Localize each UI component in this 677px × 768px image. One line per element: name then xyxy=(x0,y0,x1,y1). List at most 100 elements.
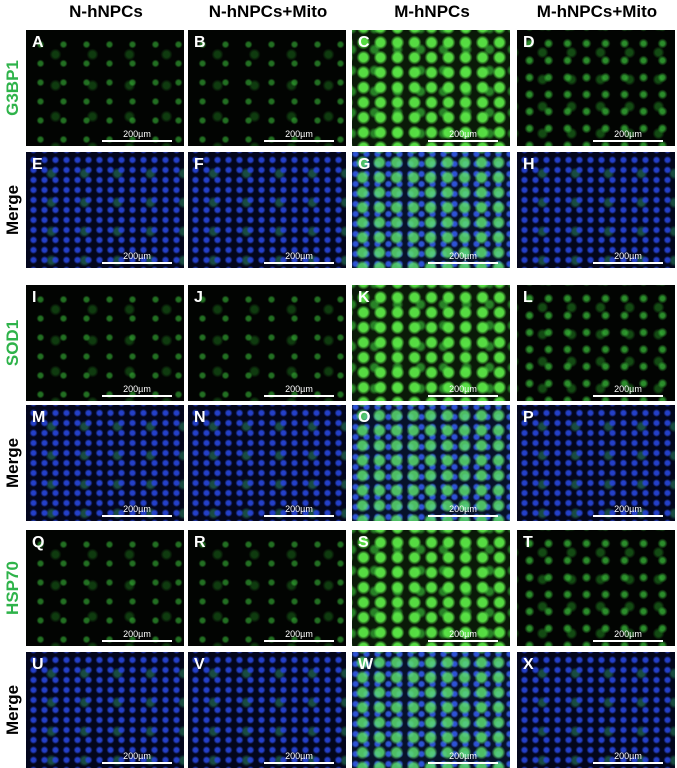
scale-bar-line xyxy=(593,140,663,142)
panel-letter: X xyxy=(523,656,534,673)
micrograph-panel: Q 200µm xyxy=(26,530,184,646)
scale-bar: 200µm xyxy=(593,504,663,517)
scale-bar-label: 200µm xyxy=(285,504,313,514)
micrograph-panel: P 200µm xyxy=(517,405,675,521)
micrograph-panel: B 200µm xyxy=(188,30,346,146)
scale-bar-line xyxy=(593,395,663,397)
micrograph-panel: K 200µm xyxy=(352,285,510,401)
micrograph-panel: J 200µm xyxy=(188,285,346,401)
panel-letter: B xyxy=(194,34,206,51)
scale-bar-line xyxy=(593,640,663,642)
row-label: Merge xyxy=(0,152,26,268)
micrograph-panel: I 200µm xyxy=(26,285,184,401)
row-label: G3BP1 xyxy=(0,30,26,146)
scale-bar-label: 200µm xyxy=(614,129,642,139)
scale-bar: 200µm xyxy=(102,504,172,517)
scale-bar-label: 200µm xyxy=(123,629,151,639)
scale-bar: 200µm xyxy=(264,251,334,264)
scale-bar: 200µm xyxy=(102,384,172,397)
panel-letter: D xyxy=(523,34,535,51)
scale-bar-line xyxy=(593,762,663,764)
scale-bar-line xyxy=(428,140,498,142)
panel-letter: U xyxy=(32,656,44,673)
panel-letter: M xyxy=(32,409,46,426)
scale-bar-line xyxy=(428,515,498,517)
scale-bar: 200µm xyxy=(428,504,498,517)
panel-letter: N xyxy=(194,409,206,426)
micrograph-panel: C 200µm xyxy=(352,30,510,146)
panel-letter: G xyxy=(358,156,371,173)
micrograph-panel: R 200µm xyxy=(188,530,346,646)
micrograph-panel: W 200µm xyxy=(352,652,510,768)
scale-bar-line xyxy=(102,140,172,142)
panel-letter: S xyxy=(358,534,369,551)
scale-bar-line xyxy=(593,515,663,517)
scale-bar-line xyxy=(102,640,172,642)
row-label-text: Merge xyxy=(3,684,23,736)
scale-bar-label: 200µm xyxy=(123,504,151,514)
scale-bar-line xyxy=(428,640,498,642)
panel-letter: I xyxy=(32,289,37,306)
row-label-text: G3BP1 xyxy=(3,60,22,116)
scale-bar: 200µm xyxy=(428,629,498,642)
panel-letter: V xyxy=(194,656,205,673)
row-label: Merge xyxy=(0,652,26,768)
scale-bar-label: 200µm xyxy=(614,629,642,639)
micrograph-panel: X 200µm xyxy=(517,652,675,768)
panel-letter: Q xyxy=(32,534,45,551)
column-header: N-hNPCs+Mito xyxy=(208,2,328,21)
scale-bar-line xyxy=(102,515,172,517)
scale-bar: 200µm xyxy=(102,751,172,764)
scale-bar: 200µm xyxy=(102,251,172,264)
scale-bar: 200µm xyxy=(102,629,172,642)
scale-bar-line xyxy=(593,262,663,264)
scale-bar-label: 200µm xyxy=(614,751,642,761)
micrograph-panel: T 200µm xyxy=(517,530,675,646)
panel-letter: O xyxy=(358,409,371,426)
scale-bar: 200µm xyxy=(264,384,334,397)
panel-letter: F xyxy=(194,156,204,173)
scale-bar-label: 200µm xyxy=(285,129,313,139)
scale-bar-label: 200µm xyxy=(449,384,477,394)
scale-bar-label: 200µm xyxy=(285,384,313,394)
scale-bar: 200µm xyxy=(593,751,663,764)
scale-bar: 200µm xyxy=(264,129,334,142)
scale-bar-line xyxy=(428,262,498,264)
row-label: SOD1 xyxy=(0,285,26,401)
scale-bar: 200µm xyxy=(102,129,172,142)
micrograph-panel: O 200µm xyxy=(352,405,510,521)
panel-letter: H xyxy=(523,156,535,173)
row-label: Merge xyxy=(0,405,26,521)
scale-bar-line xyxy=(264,395,334,397)
micrograph-panel: L 200µm xyxy=(517,285,675,401)
micrograph-panel: F 200µm xyxy=(188,152,346,268)
scale-bar: 200µm xyxy=(428,384,498,397)
micrograph-panel: N 200µm xyxy=(188,405,346,521)
scale-bar-label: 200µm xyxy=(614,384,642,394)
micrograph-panel: U 200µm xyxy=(26,652,184,768)
column-header: M-hNPCs+Mito xyxy=(536,2,658,21)
scale-bar: 200µm xyxy=(428,251,498,264)
scale-bar-line xyxy=(102,762,172,764)
micrograph-panel: A 200µm xyxy=(26,30,184,146)
scale-bar: 200µm xyxy=(264,629,334,642)
scale-bar-label: 200µm xyxy=(449,129,477,139)
scale-bar-label: 200µm xyxy=(449,504,477,514)
scale-bar-line xyxy=(264,515,334,517)
micrograph-panel: E 200µm xyxy=(26,152,184,268)
scale-bar-label: 200µm xyxy=(123,384,151,394)
micrograph-panel: G 200µm xyxy=(352,152,510,268)
scale-bar-line xyxy=(264,262,334,264)
scale-bar: 200µm xyxy=(593,384,663,397)
row-label-text: Merge xyxy=(3,437,23,489)
scale-bar-label: 200µm xyxy=(123,751,151,761)
scale-bar: 200µm xyxy=(593,129,663,142)
scale-bar-line xyxy=(102,262,172,264)
scale-bar-line xyxy=(428,395,498,397)
panel-letter: L xyxy=(523,289,533,306)
scale-bar-label: 200µm xyxy=(614,251,642,261)
scale-bar-line xyxy=(264,762,334,764)
panel-letter: R xyxy=(194,534,206,551)
micrograph-panel: V 200µm xyxy=(188,652,346,768)
scale-bar-label: 200µm xyxy=(285,629,313,639)
